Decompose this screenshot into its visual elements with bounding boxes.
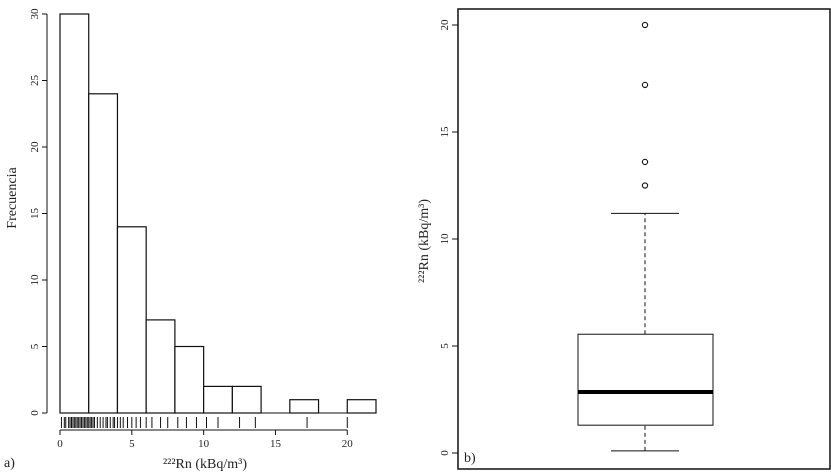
x-tick-label: 20 — [342, 438, 354, 450]
histogram-bar — [59, 13, 90, 414]
y-tick-label: 0 — [439, 450, 451, 456]
y-tick-label: 20 — [29, 141, 41, 153]
histogram-x-axis: 0 5 10 15 20 — [57, 429, 354, 450]
histogram-x-label: ²²²Rn (kBq/m³) — [163, 457, 247, 472]
outlier-point — [641, 81, 649, 89]
y-tick-label: 5 — [439, 343, 451, 349]
histogram-bar — [145, 319, 176, 414]
histogram-y-label: Frecuencia — [5, 167, 20, 229]
boxplot-panel: 0 5 10 15 20 ²²²Rn (kBq/m³) b) — [417, 8, 831, 470]
histogram-bar — [346, 399, 377, 414]
histogram-bar — [116, 226, 147, 414]
y-tick-label: 15 — [29, 208, 41, 220]
boxplot-frame — [457, 8, 831, 470]
x-tick-label: 10 — [198, 438, 210, 450]
y-tick-label: 15 — [439, 126, 451, 138]
interquartile-box — [577, 333, 714, 426]
outlier-point — [641, 158, 649, 166]
y-tick-label: 10 — [439, 233, 451, 245]
histogram-bar — [203, 385, 233, 414]
y-tick-label: 5 — [29, 343, 41, 349]
y-tick-label: 10 — [29, 274, 41, 286]
boxplot-box — [577, 21, 714, 452]
boxplot-y-label: ²²²Rn (kBq/m³) — [417, 199, 432, 283]
panel-label-a: a) — [4, 456, 15, 471]
histogram-bars — [59, 13, 377, 414]
histogram-panel: 0 5 10 15 20 0 5 10 15 20 25 30 ²²²Rn (kBq/m³) Fre… — [4, 8, 377, 472]
x-tick-label: 15 — [270, 438, 282, 450]
histogram-bar — [231, 385, 262, 414]
panel-label-b: b) — [464, 451, 476, 466]
rug-plot — [60, 417, 348, 428]
outlier-point — [641, 182, 649, 189]
boxplot-y-axis: 0 5 10 15 20 — [439, 19, 458, 456]
x-tick-label: 5 — [129, 438, 135, 450]
y-tick-label: 0 — [29, 410, 41, 416]
histogram-bar — [289, 399, 320, 414]
histogram-bar — [88, 93, 119, 414]
y-tick-label: 20 — [439, 19, 451, 31]
outlier-point — [641, 21, 649, 29]
y-tick-label: 25 — [29, 75, 41, 87]
x-tick-label: 0 — [57, 438, 63, 450]
histogram-bar — [174, 345, 205, 414]
histogram-y-axis: 0 5 10 15 20 25 30 — [29, 8, 48, 416]
y-tick-label: 30 — [29, 8, 41, 20]
